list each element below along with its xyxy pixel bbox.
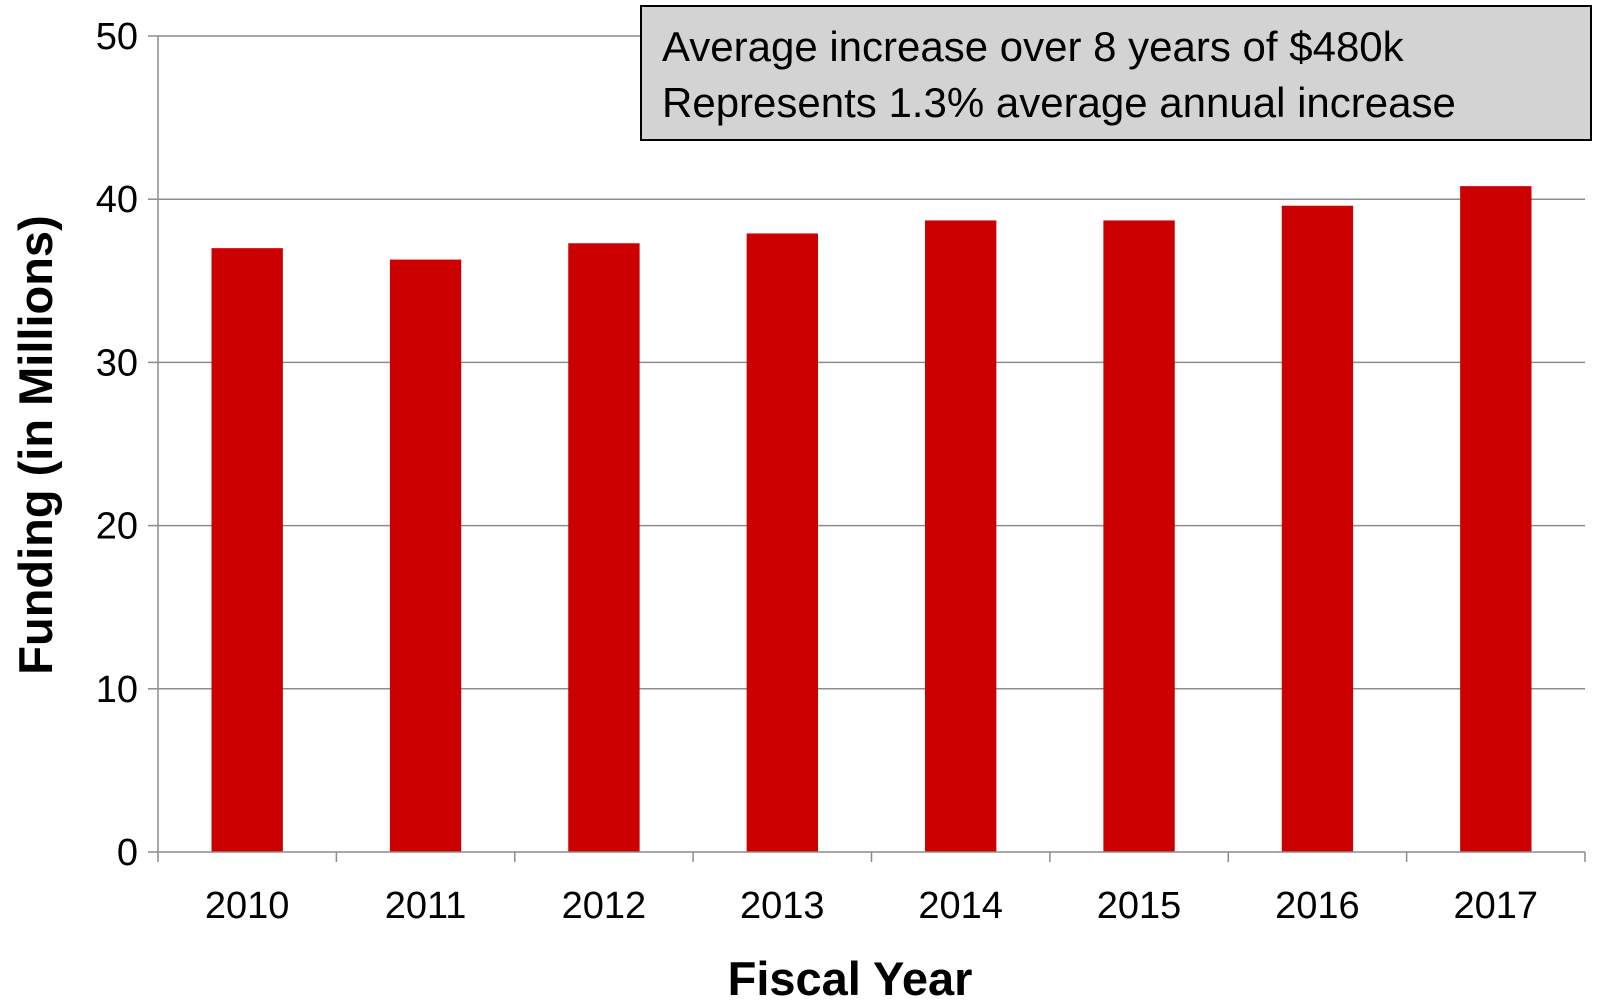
x-tick-label: 2014 <box>918 885 1003 927</box>
y-tick-label: 50 <box>96 16 138 58</box>
bar-2012 <box>568 243 640 852</box>
bar-2013 <box>746 233 818 853</box>
bar-2016 <box>1281 205 1354 852</box>
annotation-line-2: Represents 1.3% average annual increase <box>662 79 1456 126</box>
x-tick-label: 2015 <box>1097 885 1182 927</box>
y-tick-label: 0 <box>117 832 138 874</box>
bar-2011 <box>389 259 462 853</box>
bars <box>211 186 1532 853</box>
annotation-box: Average increase over 8 years of $480k R… <box>640 5 1592 141</box>
tick-labels: 0 10 20 30 40 50 2010 2011 2012 2013 2014 2015 2016 2… <box>96 16 1538 927</box>
annotation-line-1: Average increase over 8 years of $480k <box>662 23 1404 70</box>
y-tick-label: 20 <box>96 506 138 548</box>
bar-2017 <box>1460 186 1532 853</box>
y-tick-label: 10 <box>96 669 138 711</box>
bar-2014 <box>925 220 997 852</box>
x-tick-label: 2017 <box>1454 885 1539 927</box>
x-tick-label: 2010 <box>205 885 290 927</box>
x-tick-label: 2011 <box>385 885 467 927</box>
y-axis-title: Funding (in Millions) <box>9 215 62 674</box>
axes <box>148 35 1586 862</box>
bar-2015 <box>1103 220 1175 852</box>
bar-2010 <box>211 248 283 852</box>
y-tick-label: 40 <box>96 179 138 221</box>
x-tick-label: 2016 <box>1275 885 1360 927</box>
x-tick-label: 2013 <box>740 885 825 927</box>
x-axis-title: Fiscal Year <box>728 952 973 1005</box>
x-tick-label: 2012 <box>562 885 647 927</box>
y-tick-label: 30 <box>96 342 138 384</box>
